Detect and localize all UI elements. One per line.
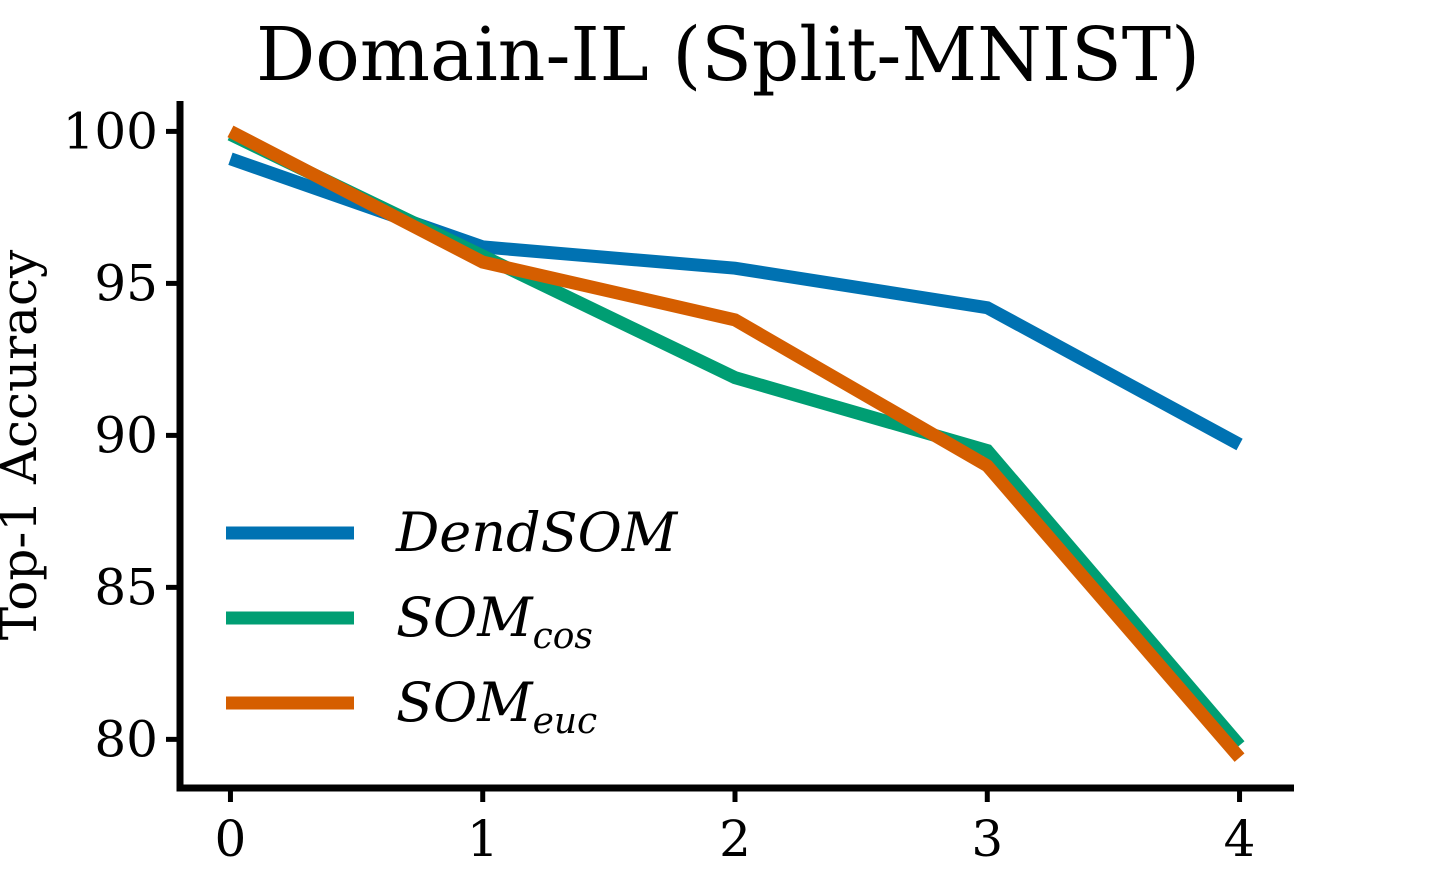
y-ticks: 80 85 90 95 100 <box>63 102 180 768</box>
y-tick-label: 90 <box>94 406 158 464</box>
legend-entry: SOMeuc <box>226 671 597 742</box>
y-tick-label: 80 <box>94 710 158 768</box>
y-tick-label: 100 <box>63 102 158 160</box>
x-ticks: 0 1 2 3 4 <box>215 788 1256 868</box>
legend-entry: DendSOM <box>226 501 679 564</box>
legend-entry: SOMcos <box>226 586 593 657</box>
y-axis-label: Top-1 Accuracy <box>0 249 48 640</box>
series-line-som-cos <box>227 128 1245 750</box>
x-tick-label: 1 <box>467 810 499 868</box>
series-line-som-euc <box>227 125 1245 762</box>
x-tick-label: 0 <box>215 810 247 868</box>
legend-label: SOMeuc <box>396 671 597 742</box>
x-tick-label: 3 <box>971 810 1003 868</box>
legend-label: SOMcos <box>396 586 593 657</box>
x-tick-label: 2 <box>719 810 751 868</box>
legend: DendSOM SOMcos SOMeuc <box>226 501 679 742</box>
x-tick-label: 4 <box>1224 810 1256 868</box>
data-series <box>227 125 1245 762</box>
legend-label: DendSOM <box>395 501 679 564</box>
y-tick-label: 95 <box>94 254 158 312</box>
chart-title: Domain-IL (Split-MNIST) <box>256 12 1200 98</box>
y-tick-label: 85 <box>94 558 158 616</box>
